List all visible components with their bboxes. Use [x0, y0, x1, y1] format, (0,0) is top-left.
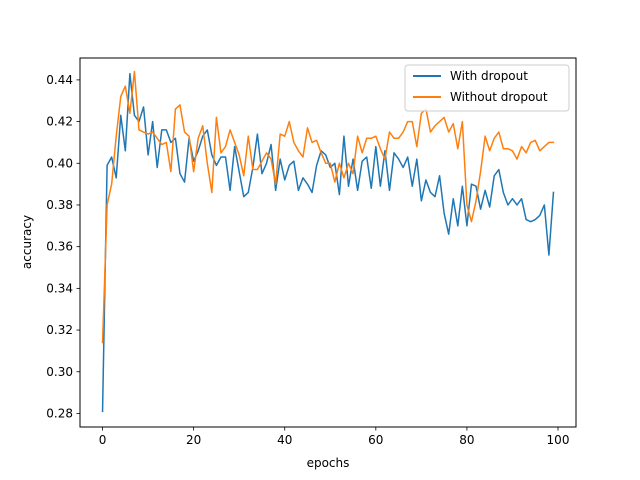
y-axis-label: accuracy: [20, 215, 34, 269]
y-tick-label: 0.30: [46, 365, 73, 379]
x-tick-label: 40: [277, 433, 292, 447]
y-tick-label: 0.28: [46, 406, 73, 420]
legend: With dropout Without dropout: [404, 64, 570, 112]
legend-label-with-dropout: With dropout: [450, 69, 528, 83]
series-line-without-dropout: [101, 70, 555, 344]
x-tick-label: 80: [459, 433, 474, 447]
x-tick-label: 100: [547, 433, 570, 447]
legend-label-without-dropout: Without dropout: [450, 90, 548, 104]
y-tick-label: 0.32: [46, 323, 73, 337]
y-tick-label: 0.34: [46, 281, 73, 295]
series-line-with-dropout: [101, 72, 555, 413]
plot-lines: [101, 70, 555, 413]
x-tick-label: 20: [186, 433, 201, 447]
y-tick-label: 0.38: [46, 198, 73, 212]
y-tick-label: 0.42: [46, 115, 73, 129]
x-axis-label: epochs: [307, 456, 350, 470]
x-axis-ticks: 0 20 40 60 80 100: [99, 427, 570, 447]
y-tick-label: 0.36: [46, 240, 73, 254]
legend-box: [404, 64, 570, 112]
y-tick-label: 0.40: [46, 156, 73, 170]
plot-frame: [79, 57, 577, 428]
x-tick-label: 0: [99, 433, 107, 447]
y-tick-label: 0.44: [46, 73, 73, 87]
y-axis-ticks: 0.28 0.30 0.32 0.34 0.36 0.38 0.40 0.42 0.44: [46, 73, 80, 420]
x-tick-label: 60: [368, 433, 383, 447]
